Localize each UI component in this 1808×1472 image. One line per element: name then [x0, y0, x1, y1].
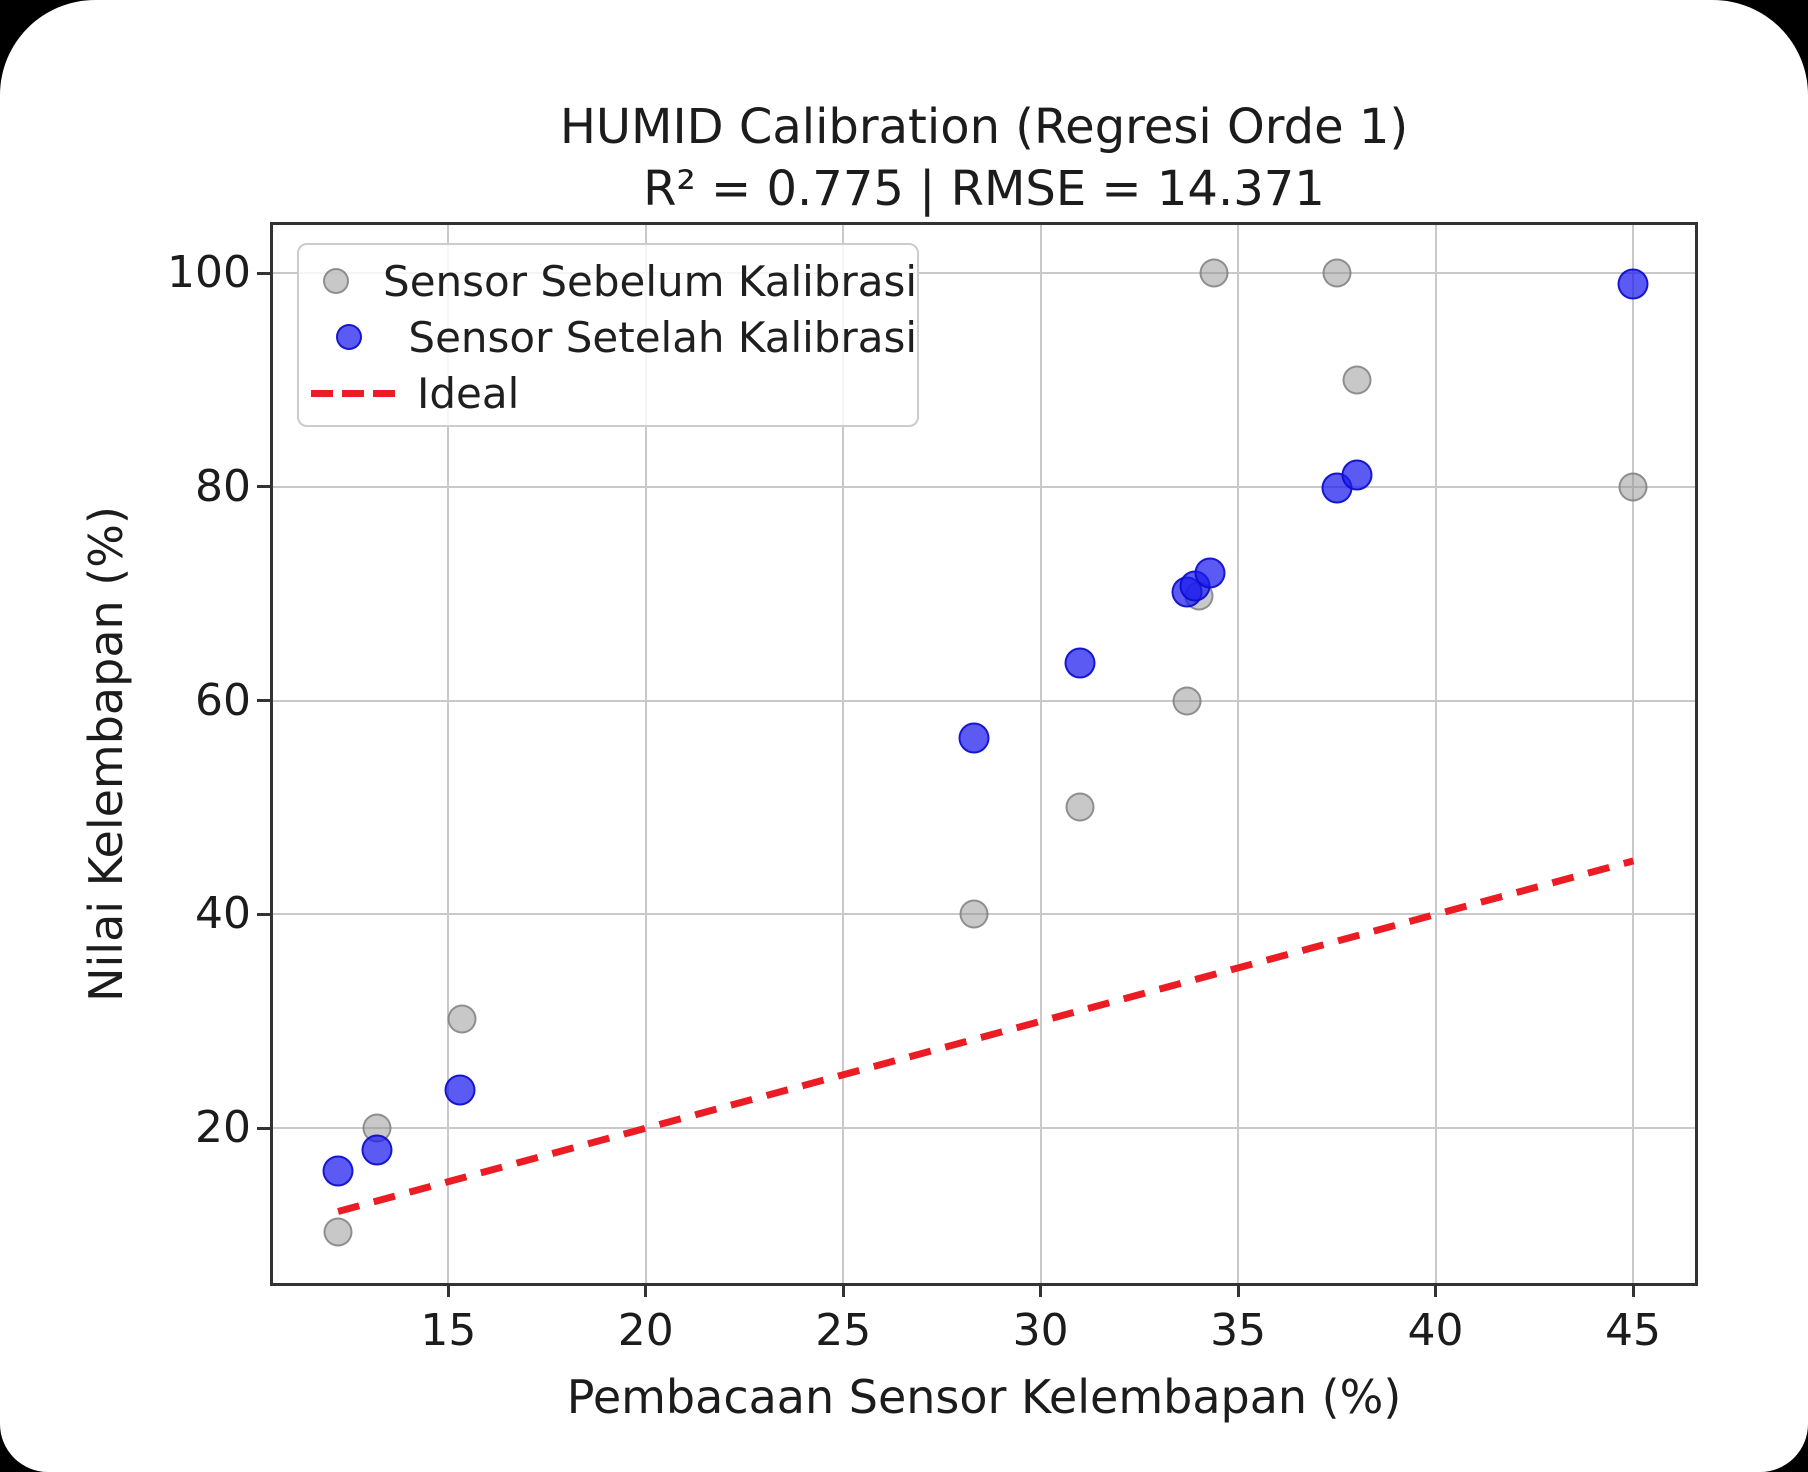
tick-label-y-80: 80 — [195, 460, 251, 512]
tick-mark-x-45 — [1631, 1283, 1635, 1297]
tick-label-x-25: 25 — [815, 1305, 872, 1356]
plot-spine-right — [1695, 222, 1698, 1286]
data-point-before-calibration — [1199, 258, 1229, 288]
gridline-x-20 — [644, 225, 647, 1283]
data-point-after-calibration — [1194, 557, 1226, 589]
legend: Sensor Sebelum Kalibrasi Sensor Setelah … — [297, 243, 919, 427]
x-axis-label: Pembacaan Sensor Kelembapan (%) — [566, 1370, 1402, 1424]
gridline-y-80 — [273, 485, 1695, 488]
data-point-after-calibration — [1617, 268, 1649, 300]
data-point-before-calibration — [1342, 365, 1372, 395]
data-point-before-calibration — [1065, 792, 1095, 822]
tick-mark-x-30 — [1039, 1283, 1043, 1297]
legend-item-after: Sensor Setelah Kalibrasi — [299, 309, 917, 365]
data-point-before-calibration — [959, 899, 989, 929]
tick-label-y-60: 60 — [195, 674, 251, 726]
legend-handle — [309, 324, 388, 350]
data-point-after-calibration — [958, 722, 990, 754]
red-dashed-line-icon — [311, 389, 395, 397]
legend-handle — [309, 389, 397, 397]
tick-mark-y-100 — [257, 271, 271, 275]
tick-mark-y-80 — [257, 485, 271, 489]
data-point-before-calibration — [1172, 686, 1202, 716]
data-point-after-calibration — [1341, 459, 1373, 491]
gridline-x-40 — [1434, 225, 1437, 1283]
tick-mark-y-40 — [257, 912, 271, 916]
chart-title-line2: R² = 0.775 | RMSE = 14.371 — [643, 161, 1325, 217]
tick-label-x-30: 30 — [1012, 1305, 1069, 1356]
tick-label-x-35: 35 — [1210, 1305, 1267, 1356]
tick-mark-x-25 — [841, 1283, 845, 1297]
legend-label-ideal: Ideal — [417, 368, 520, 418]
data-point-before-calibration — [447, 1004, 477, 1034]
data-point-after-calibration — [361, 1134, 393, 1166]
chart-title-line1: HUMID Calibration (Regresi Orde 1) — [559, 99, 1409, 155]
tick-label-x-45: 45 — [1605, 1305, 1661, 1356]
tick-mark-x-35 — [1236, 1283, 1240, 1297]
legend-item-before: Sensor Sebelum Kalibrasi — [299, 253, 917, 309]
data-point-after-calibration — [1064, 647, 1096, 679]
gridline-x-30 — [1039, 225, 1042, 1283]
gray-dot-marker-icon — [323, 268, 350, 294]
tick-label-x-40: 40 — [1407, 1305, 1464, 1356]
plot-spine-left — [270, 222, 273, 1286]
gridline-y-100 — [273, 272, 1695, 275]
gridline-y-20 — [273, 1127, 1695, 1130]
tick-mark-x-20 — [644, 1283, 648, 1297]
legend-label-before: Sensor Sebelum Kalibrasi — [383, 256, 917, 306]
blue-dot-marker-icon — [335, 324, 362, 350]
tick-label-y-100: 100 — [167, 247, 251, 299]
data-point-before-calibration — [1618, 472, 1648, 502]
plot-spine-bottom — [270, 1283, 1698, 1286]
tick-mark-x-40 — [1434, 1283, 1438, 1297]
tick-mark-x-15 — [446, 1283, 450, 1297]
data-point-before-calibration — [1322, 258, 1352, 288]
legend-label-after: Sensor Setelah Kalibrasi — [408, 312, 917, 362]
plot-spine-top — [270, 222, 1698, 225]
data-point-after-calibration — [444, 1074, 476, 1106]
tick-label-x-15: 15 — [420, 1305, 477, 1356]
gridline-y-60 — [273, 699, 1695, 702]
legend-handle — [309, 268, 363, 294]
tick-mark-y-60 — [257, 699, 271, 703]
chart-title: HUMID Calibration (Regresi Orde 1) R² = … — [273, 96, 1695, 220]
gridline-x-45 — [1632, 225, 1634, 1283]
data-point-before-calibration — [323, 1217, 353, 1247]
tick-mark-y-20 — [257, 1126, 271, 1130]
tick-label-y-40: 40 — [195, 888, 251, 940]
legend-item-ideal: Ideal — [299, 365, 917, 421]
gridline-x-25 — [842, 225, 845, 1283]
tick-label-y-20: 20 — [195, 1102, 251, 1154]
tick-label-x-20: 20 — [617, 1305, 674, 1356]
data-point-after-calibration — [322, 1155, 354, 1187]
gridline-x-15 — [447, 225, 450, 1283]
gridline-x-35 — [1237, 225, 1240, 1283]
